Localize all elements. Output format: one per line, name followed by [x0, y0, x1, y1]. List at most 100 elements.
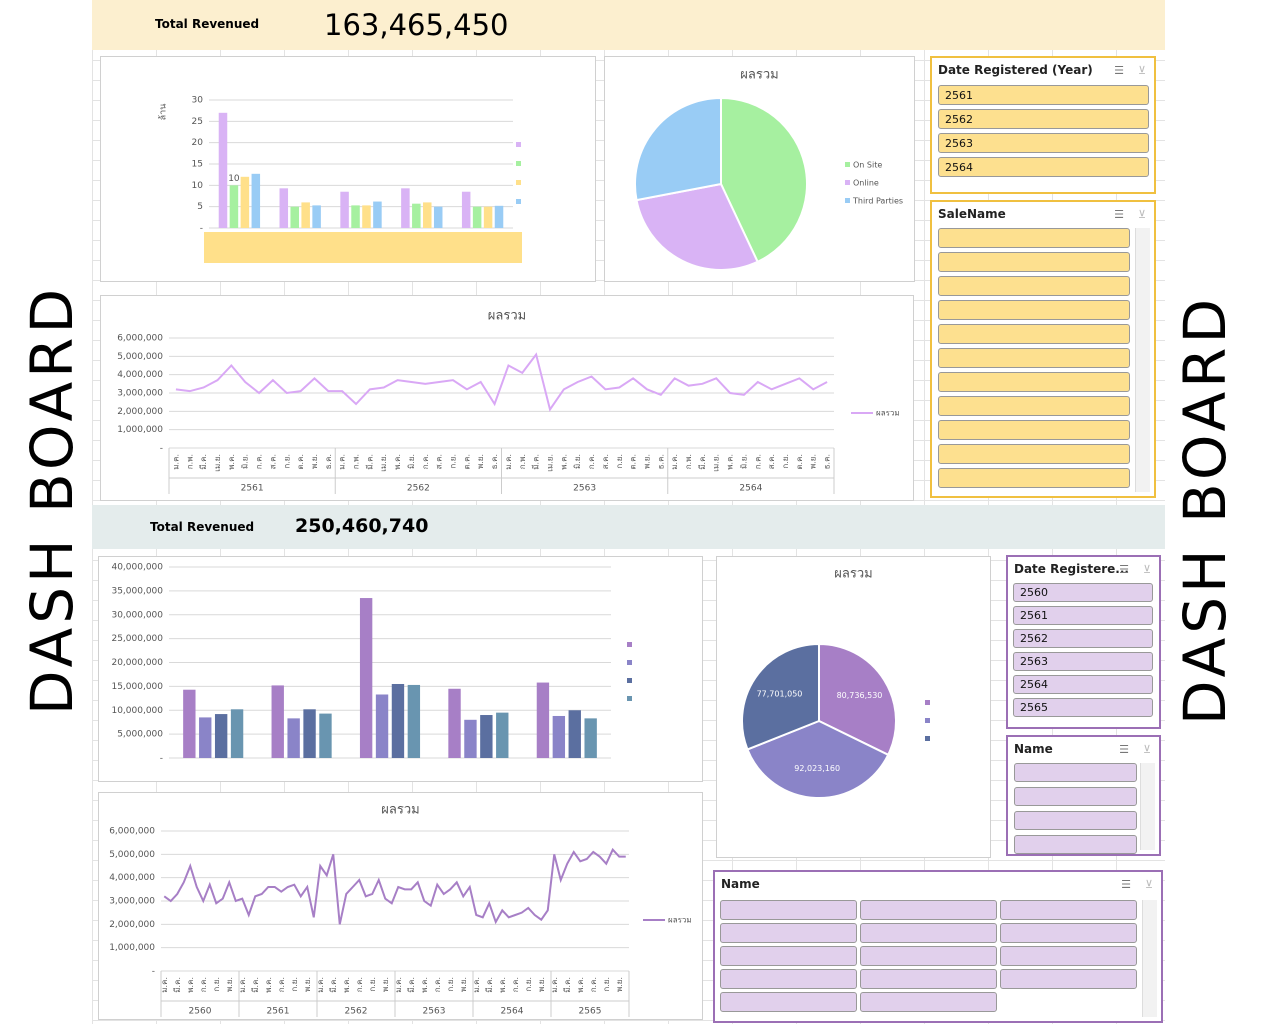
chart: ผลรวม - 1,000,000 2,000,000 3,000,000 4,000,0…	[109, 803, 692, 1017]
x-tick-label: พ.ย.	[310, 454, 319, 469]
slicer-item[interactable]	[720, 992, 857, 1012]
legend-marker	[925, 736, 930, 741]
x-tick-label: ส.ค.	[601, 454, 610, 469]
y-tick-label: 5,000,000	[109, 850, 155, 860]
x-tick-label: ม.ค.	[338, 454, 347, 470]
bar	[230, 709, 244, 758]
legend-marker	[627, 696, 632, 701]
slicer-item[interactable]	[938, 348, 1130, 368]
bar	[407, 684, 421, 758]
slicer-item[interactable]: 2562	[1013, 629, 1153, 648]
bar	[251, 173, 261, 228]
chart: ผลรวม - 1,000,000 2,000,000 3,000,000 4,000,0…	[117, 309, 900, 494]
slicer-item[interactable]: 2560	[1013, 583, 1153, 602]
bar	[536, 682, 550, 758]
slicer-item[interactable]	[938, 396, 1130, 416]
multi-select-icon[interactable]: ☰	[1114, 208, 1124, 221]
slicer-item[interactable]: 2562	[938, 109, 1149, 129]
slicer-item[interactable]	[938, 300, 1130, 320]
x-tick-label: ก.ค.	[587, 454, 596, 469]
chart-title: ผลรวม	[488, 309, 526, 324]
x-group-label: 2563	[573, 484, 596, 494]
slicer-item[interactable]	[860, 969, 997, 989]
x-group-label: 2560	[189, 1007, 212, 1017]
slicer-item[interactable]	[720, 969, 857, 989]
slicer-item[interactable]	[1014, 835, 1137, 854]
legend-label: Online	[853, 179, 879, 188]
y-tick-label: 3,000,000	[117, 389, 163, 399]
scrollbar[interactable]	[1140, 763, 1155, 850]
multi-select-icon[interactable]: ☰	[1119, 743, 1129, 756]
legend-marker	[516, 142, 521, 147]
slicer-title: Date Registere...	[1014, 562, 1129, 576]
slicer-item[interactable]	[1014, 763, 1137, 782]
slicer-item[interactable]	[860, 946, 997, 966]
data-label: 92,023,160	[794, 764, 840, 773]
pie-slice	[720, 96, 808, 264]
slicer-item[interactable]	[938, 228, 1130, 248]
bar	[401, 188, 410, 228]
multi-select-icon[interactable]: ☰	[1121, 878, 1131, 891]
slicer-item[interactable]	[860, 900, 997, 920]
slicer-item[interactable]	[720, 900, 857, 920]
chart-panel: - 5 10 15 20 25 30 ล้าน 10	[100, 56, 596, 282]
bar	[494, 205, 504, 228]
bar	[319, 713, 332, 758]
legend-marker	[845, 162, 850, 167]
slicer-item[interactable]	[1000, 946, 1137, 966]
slicer-item[interactable]	[938, 324, 1130, 344]
slicer-item[interactable]	[1014, 811, 1137, 830]
clear-filter-icon[interactable]: ⊻	[1142, 563, 1151, 576]
slicer-item[interactable]	[1000, 900, 1137, 920]
slicer-item[interactable]	[938, 444, 1130, 464]
x-tick-label: ม.ค.	[472, 977, 481, 993]
clear-filter-icon[interactable]: ⊻	[1137, 64, 1146, 77]
x-tick-label: มี.ค.	[532, 454, 541, 470]
chart-panel: ผลรวม 80,736,530 92,023,160 77,701,050	[716, 556, 991, 858]
x-tick-label: พ.ย.	[642, 454, 651, 469]
clear-filter-icon[interactable]: ⊻	[1142, 743, 1151, 756]
slicer-item[interactable]	[938, 252, 1130, 272]
line-series	[163, 847, 626, 925]
clear-filter-icon[interactable]: ⊻	[1137, 208, 1146, 221]
slicer-item[interactable]	[938, 276, 1130, 296]
chart: ผลรวม 80,736,530 92,023,160 77,701,050	[741, 567, 930, 799]
bar	[287, 718, 300, 758]
slicer-item[interactable]	[720, 923, 857, 943]
data-label: 77,701,050	[757, 690, 803, 699]
slicer-item[interactable]: 2563	[1013, 652, 1153, 671]
slicer-item[interactable]	[938, 372, 1130, 392]
slicer-item[interactable]	[860, 992, 997, 1012]
clear-filter-icon[interactable]: ⊻	[1144, 878, 1153, 891]
kpi-label: Total Revenued	[150, 520, 255, 534]
slicer-item[interactable]	[1014, 787, 1137, 806]
slicer-item[interactable]	[860, 923, 997, 943]
slicer-item[interactable]: 2564	[1013, 675, 1153, 694]
bar	[359, 598, 373, 758]
x-tick-label: ธ.ค.	[823, 454, 832, 469]
slicer-title: Date Registered (Year)	[938, 63, 1093, 77]
x-tick-label: มี.ค.	[407, 977, 416, 993]
slicer-item[interactable]: 2565	[1013, 698, 1153, 717]
slicer-item[interactable]	[1000, 923, 1137, 943]
pie-slice	[818, 642, 897, 757]
multi-select-icon[interactable]: ☰	[1119, 563, 1129, 576]
slicer-item[interactable]: 2564	[938, 157, 1149, 177]
multi-select-icon[interactable]: ☰	[1114, 64, 1124, 77]
scrollbar[interactable]	[1142, 900, 1157, 1017]
y-tick-label: 1,000,000	[117, 425, 163, 435]
x-tick-label: พ.ย.	[615, 977, 624, 992]
slicer-item[interactable]	[938, 420, 1130, 440]
x-tick-label: ธ.ค.	[324, 454, 333, 469]
x-tick-label: พ.ย.	[809, 454, 818, 469]
slicer-item[interactable]	[1000, 969, 1137, 989]
scrollbar[interactable]	[1135, 228, 1150, 492]
x-tick-label: พ.ย.	[225, 977, 234, 992]
slicer-item[interactable]	[938, 468, 1130, 488]
slicer-item[interactable]: 2563	[938, 133, 1149, 153]
slicer-item[interactable]	[720, 946, 857, 966]
x-tick-label: ก.ย.	[781, 454, 790, 469]
slicer-item[interactable]: 2561	[938, 85, 1149, 105]
y-tick-label: 10	[192, 181, 204, 191]
slicer-item[interactable]: 2561	[1013, 606, 1153, 625]
